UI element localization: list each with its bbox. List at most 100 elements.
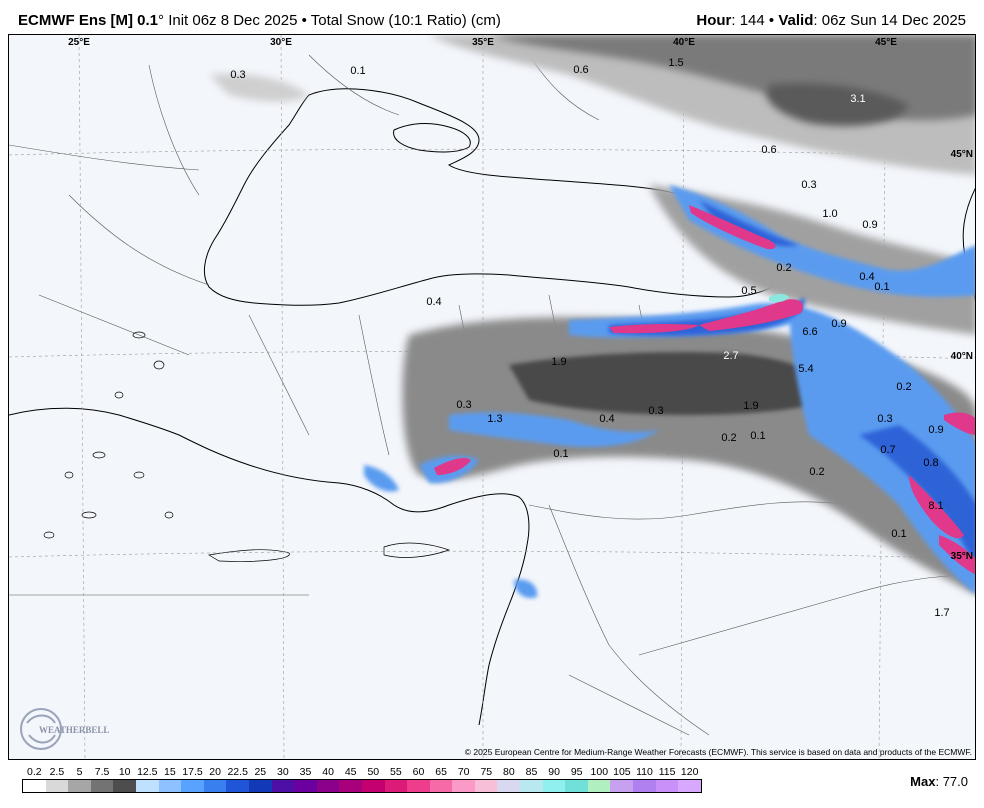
color-scale-swatch (429, 780, 453, 792)
snow-value-label: 0.3 (648, 405, 663, 417)
color-scale-label: 65 (435, 766, 447, 778)
color-scale-label: 80 (503, 766, 515, 778)
degree-symbol: ° (158, 12, 165, 29)
snow-value-label: 1.3 (487, 413, 502, 425)
hour-label: Hour (696, 12, 732, 29)
title-bullet: • (301, 12, 307, 29)
color-scale-label: 40 (322, 766, 334, 778)
lon-label: 45°E (875, 37, 897, 48)
snow-shading (209, 35, 975, 599)
color-scale-label: 75 (480, 766, 493, 778)
color-scale-label: 110 (636, 766, 653, 778)
snow-value-label: 0.2 (721, 432, 736, 444)
snow-value-label: 0.4 (859, 271, 874, 283)
valid-bullet: • (768, 12, 775, 29)
color-scale-swatch (633, 780, 656, 792)
max-value-text: : 77.0 (935, 774, 968, 789)
color-scale-bar (22, 779, 702, 793)
snow-value-label: 0.5 (741, 285, 756, 297)
color-scale-label: 95 (570, 766, 583, 778)
lon-labels: 25°E 30°E 35°E 40°E 45°E (68, 37, 897, 48)
lon-label: 40°E (673, 37, 695, 48)
color-scale-swatch (158, 780, 182, 792)
snow-value-label: 1.9 (743, 400, 758, 412)
snow-value-label: 6.6 (802, 326, 817, 338)
color-scale-label: 20 (209, 766, 221, 778)
color-scale-label: 120 (680, 766, 699, 778)
snow-value-label: 0.1 (350, 65, 365, 77)
copyright-notice: © 2025 European Centre for Medium-Range … (464, 747, 972, 757)
color-scale-label: 2.5 (49, 766, 65, 778)
snow-value-label: 0.9 (928, 424, 943, 436)
lon-label: 25°E (68, 37, 90, 48)
color-scale-swatch (113, 780, 136, 792)
black-sea (203, 88, 780, 306)
color-scale-swatch (361, 780, 385, 792)
snow-value-label: 0.7 (880, 444, 895, 456)
weatherbell-logo: WEATHERBELL (20, 708, 109, 750)
snow-value-label: 8.1 (928, 500, 943, 512)
forecast-time: Hour: 144 • Valid: 06z Sun 14 Dec 2025 (696, 12, 966, 29)
color-scale-swatch (587, 780, 611, 792)
snow-value-label: 2.7 (723, 350, 738, 362)
snow-value-label: 0.6 (573, 64, 588, 76)
snow-value-label: 0.3 (456, 399, 471, 411)
lat-label: 35°N (951, 551, 973, 562)
color-scale-label: 50 (367, 766, 380, 778)
lat-labels: 45°N 40°N 35°N (951, 149, 973, 562)
color-scale-labels: 0.2 2.5 5 7.5 10 12.5 15 17.5 20 22.5 25 30 35 40 45 50… (22, 766, 702, 778)
snow-value-label: 0.3 (801, 179, 816, 191)
color-scale-label: 0.2 (26, 766, 42, 778)
color-scale-label: 22.5 (227, 766, 248, 778)
color-scale-swatch (294, 780, 317, 792)
color-scale-swatch (339, 780, 362, 792)
init-time: Init 06z 8 Dec 2025 (168, 12, 298, 29)
snow-value-label: 1.0 (822, 208, 837, 220)
color-scale-swatch (655, 780, 679, 792)
color-scale-label: 5 (76, 766, 83, 778)
snow-value-label: 0.4 (426, 296, 441, 308)
color-scale-swatch (226, 780, 249, 792)
product-name: Total Snow (10:1 Ratio) (cm) (310, 12, 501, 29)
snow-value-label: 1.5 (668, 57, 683, 69)
snowfall-map: 25°E 30°E 35°E 40°E 45°E 45°N 40°N 35°N … (9, 35, 975, 759)
color-scale-label: 30 (277, 766, 289, 778)
color-scale-swatch (90, 780, 114, 792)
color-scale-swatch (678, 780, 701, 792)
color-scale-label: 35 (299, 766, 312, 778)
color-scale-swatch (384, 780, 408, 792)
snow-value-label: 0.1 (891, 528, 906, 540)
color-scale-label: 7.5 (94, 766, 110, 778)
map-header: ECMWF Ens [M] 0.1° Init 06z 8 Dec 2025 •… (0, 0, 984, 34)
map-footer: © 2025 European Centre for Medium-Range … (0, 747, 984, 808)
color-scale-label: 17.5 (182, 766, 203, 778)
color-scale-swatch (271, 780, 295, 792)
color-scale-label: 60 (412, 766, 425, 778)
color-scale-label: 12.5 (137, 766, 158, 778)
mediterranean-coast (9, 407, 530, 726)
color-scale-swatch (497, 780, 521, 792)
color-scale-label: 105 (613, 766, 631, 778)
color-scale-label: 55 (390, 766, 402, 778)
max-value: Max: 77.0 (910, 774, 968, 789)
lon-label: 30°E (270, 37, 292, 48)
color-scale-swatch (316, 780, 340, 792)
color-scale-swatch (407, 780, 430, 792)
color-scale-label: 45 (344, 766, 357, 778)
color-scale-label: 10 (118, 766, 131, 778)
color-scale-label: 90 (548, 766, 560, 778)
lat-label: 40°N (951, 351, 973, 362)
color-scale-swatch (452, 780, 475, 792)
color-scale-swatch (203, 780, 227, 792)
color-scale-label: 70 (457, 766, 470, 778)
valid-value: : 06z Sun 14 Dec 2025 (813, 12, 966, 29)
color-scale-swatch (23, 780, 46, 792)
snow-value-label: 0.2 (896, 381, 911, 393)
hour-value: : 144 (731, 12, 765, 29)
snow-value-label: 0.6 (761, 144, 776, 156)
color-scale-swatch (542, 780, 566, 792)
map-panel[interactable]: 25°E 30°E 35°E 40°E 45°E 45°N 40°N 35°N … (8, 34, 976, 760)
snow-value-label: 0.2 (809, 466, 824, 478)
lat-label: 45°N (951, 149, 973, 160)
color-scale-label: 15 (164, 766, 176, 778)
